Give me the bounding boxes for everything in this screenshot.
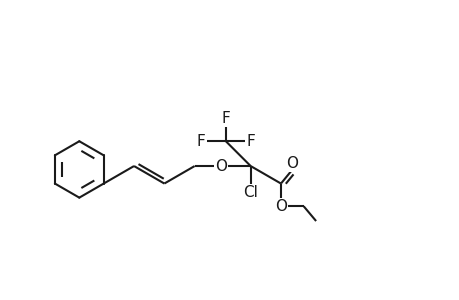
Text: O: O <box>214 158 226 173</box>
Text: F: F <box>196 134 205 149</box>
Text: F: F <box>246 134 255 149</box>
Text: O: O <box>285 156 298 171</box>
Text: O: O <box>274 199 286 214</box>
Text: Cl: Cl <box>243 185 257 200</box>
Text: F: F <box>221 111 230 126</box>
